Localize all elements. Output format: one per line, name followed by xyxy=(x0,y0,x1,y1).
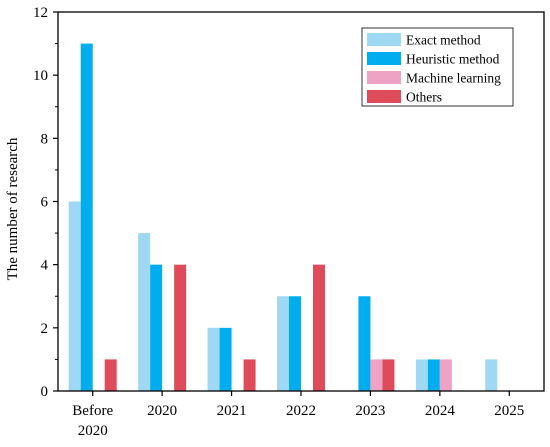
bar-before-2020-exact-method xyxy=(68,201,81,391)
x-tick-label: 2022 xyxy=(286,403,316,419)
bar-2023-heuristic-method xyxy=(358,296,371,391)
bar-before-2020-heuristic-method xyxy=(80,43,93,391)
x-tick-label: 2021 xyxy=(217,403,247,419)
y-tick-label: 10 xyxy=(33,68,48,84)
legend-label: Machine learning xyxy=(406,71,501,86)
x-tick-label: 2025 xyxy=(494,403,524,419)
x-tick-label: 2023 xyxy=(355,403,385,419)
legend-label: Others xyxy=(406,90,442,105)
bar-2024-heuristic-method xyxy=(427,359,440,391)
bar-2021-heuristic-method xyxy=(219,327,232,391)
bar-2021-others xyxy=(243,359,256,391)
bar-before-2020-others xyxy=(104,359,117,391)
y-tick-label: 2 xyxy=(41,321,49,337)
legend-label: Heuristic method xyxy=(406,52,500,67)
y-tick-label: 0 xyxy=(41,384,49,400)
bar-2024-machine-learning xyxy=(439,359,452,391)
bar-2021-exact-method xyxy=(207,327,220,391)
legend-swatch xyxy=(367,52,401,65)
bar-2020-others xyxy=(174,264,187,391)
legend: Exact method Heuristic method Machine lear… xyxy=(361,27,514,107)
legend-swatch xyxy=(367,71,401,84)
x-tick-label: 2020 xyxy=(147,403,177,419)
x-tick-label: 2024 xyxy=(425,403,456,419)
legend-swatch xyxy=(367,33,401,46)
y-tick-label: 12 xyxy=(33,5,48,21)
y-tick-label: 4 xyxy=(41,258,49,274)
bar-2022-heuristic-method xyxy=(289,296,301,391)
bar-2023-machine-learning xyxy=(370,359,383,391)
bar-2020-heuristic-method xyxy=(150,264,163,391)
x-tick-label: Before xyxy=(72,403,113,419)
bar-2023-others xyxy=(382,359,395,391)
y-tick-label: 6 xyxy=(41,195,49,211)
bar-2025-exact-method xyxy=(485,359,498,391)
y-tick-label: 8 xyxy=(41,131,49,147)
x-tick-label: 2020 xyxy=(78,423,108,439)
bar-2024-exact-method xyxy=(415,359,428,391)
bar-2022-others xyxy=(313,264,325,391)
bar-2022-exact-method xyxy=(277,296,289,391)
bar-2020-exact-method xyxy=(138,233,151,391)
legend-swatch xyxy=(367,90,401,103)
legend-label: Exact method xyxy=(406,33,481,48)
y-axis-label: The number of research xyxy=(5,137,21,280)
